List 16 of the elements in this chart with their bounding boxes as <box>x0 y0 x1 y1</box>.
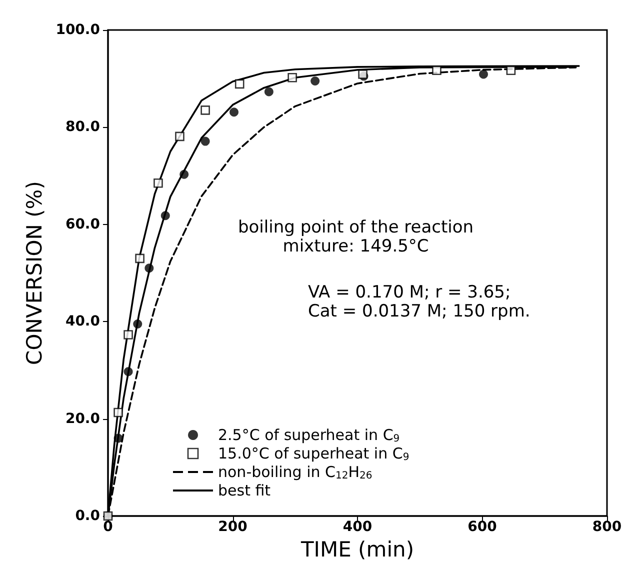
x-tick-label: 400 <box>342 519 372 535</box>
y-tick-label: 40.0 <box>65 314 100 330</box>
y-tick-label: 100.0 <box>56 22 100 38</box>
y-axis-title: CONVERSION (%) <box>22 181 46 365</box>
x-tick-label: 600 <box>468 519 498 535</box>
x-tick-label: 0 <box>103 519 114 535</box>
y-tick-label: 20.0 <box>65 410 100 427</box>
y-tick-label: 80.0 <box>65 119 100 136</box>
y-tick-label: 60.0 <box>65 216 100 232</box>
x-axis-title: TIME (min) <box>300 537 414 562</box>
annotation: VA = 0.170 M; r = 3.65; Cat = 0.0137 M; 150 rpm. <box>308 282 530 322</box>
y-tick-label: 0.0 <box>75 508 100 524</box>
x-tick-label: 800 <box>592 519 622 535</box>
annotation: boiling point of the reaction mixture: 149.5°C <box>238 218 474 256</box>
legend-label: best fit <box>218 482 271 500</box>
x-tick-label: 200 <box>218 519 248 535</box>
